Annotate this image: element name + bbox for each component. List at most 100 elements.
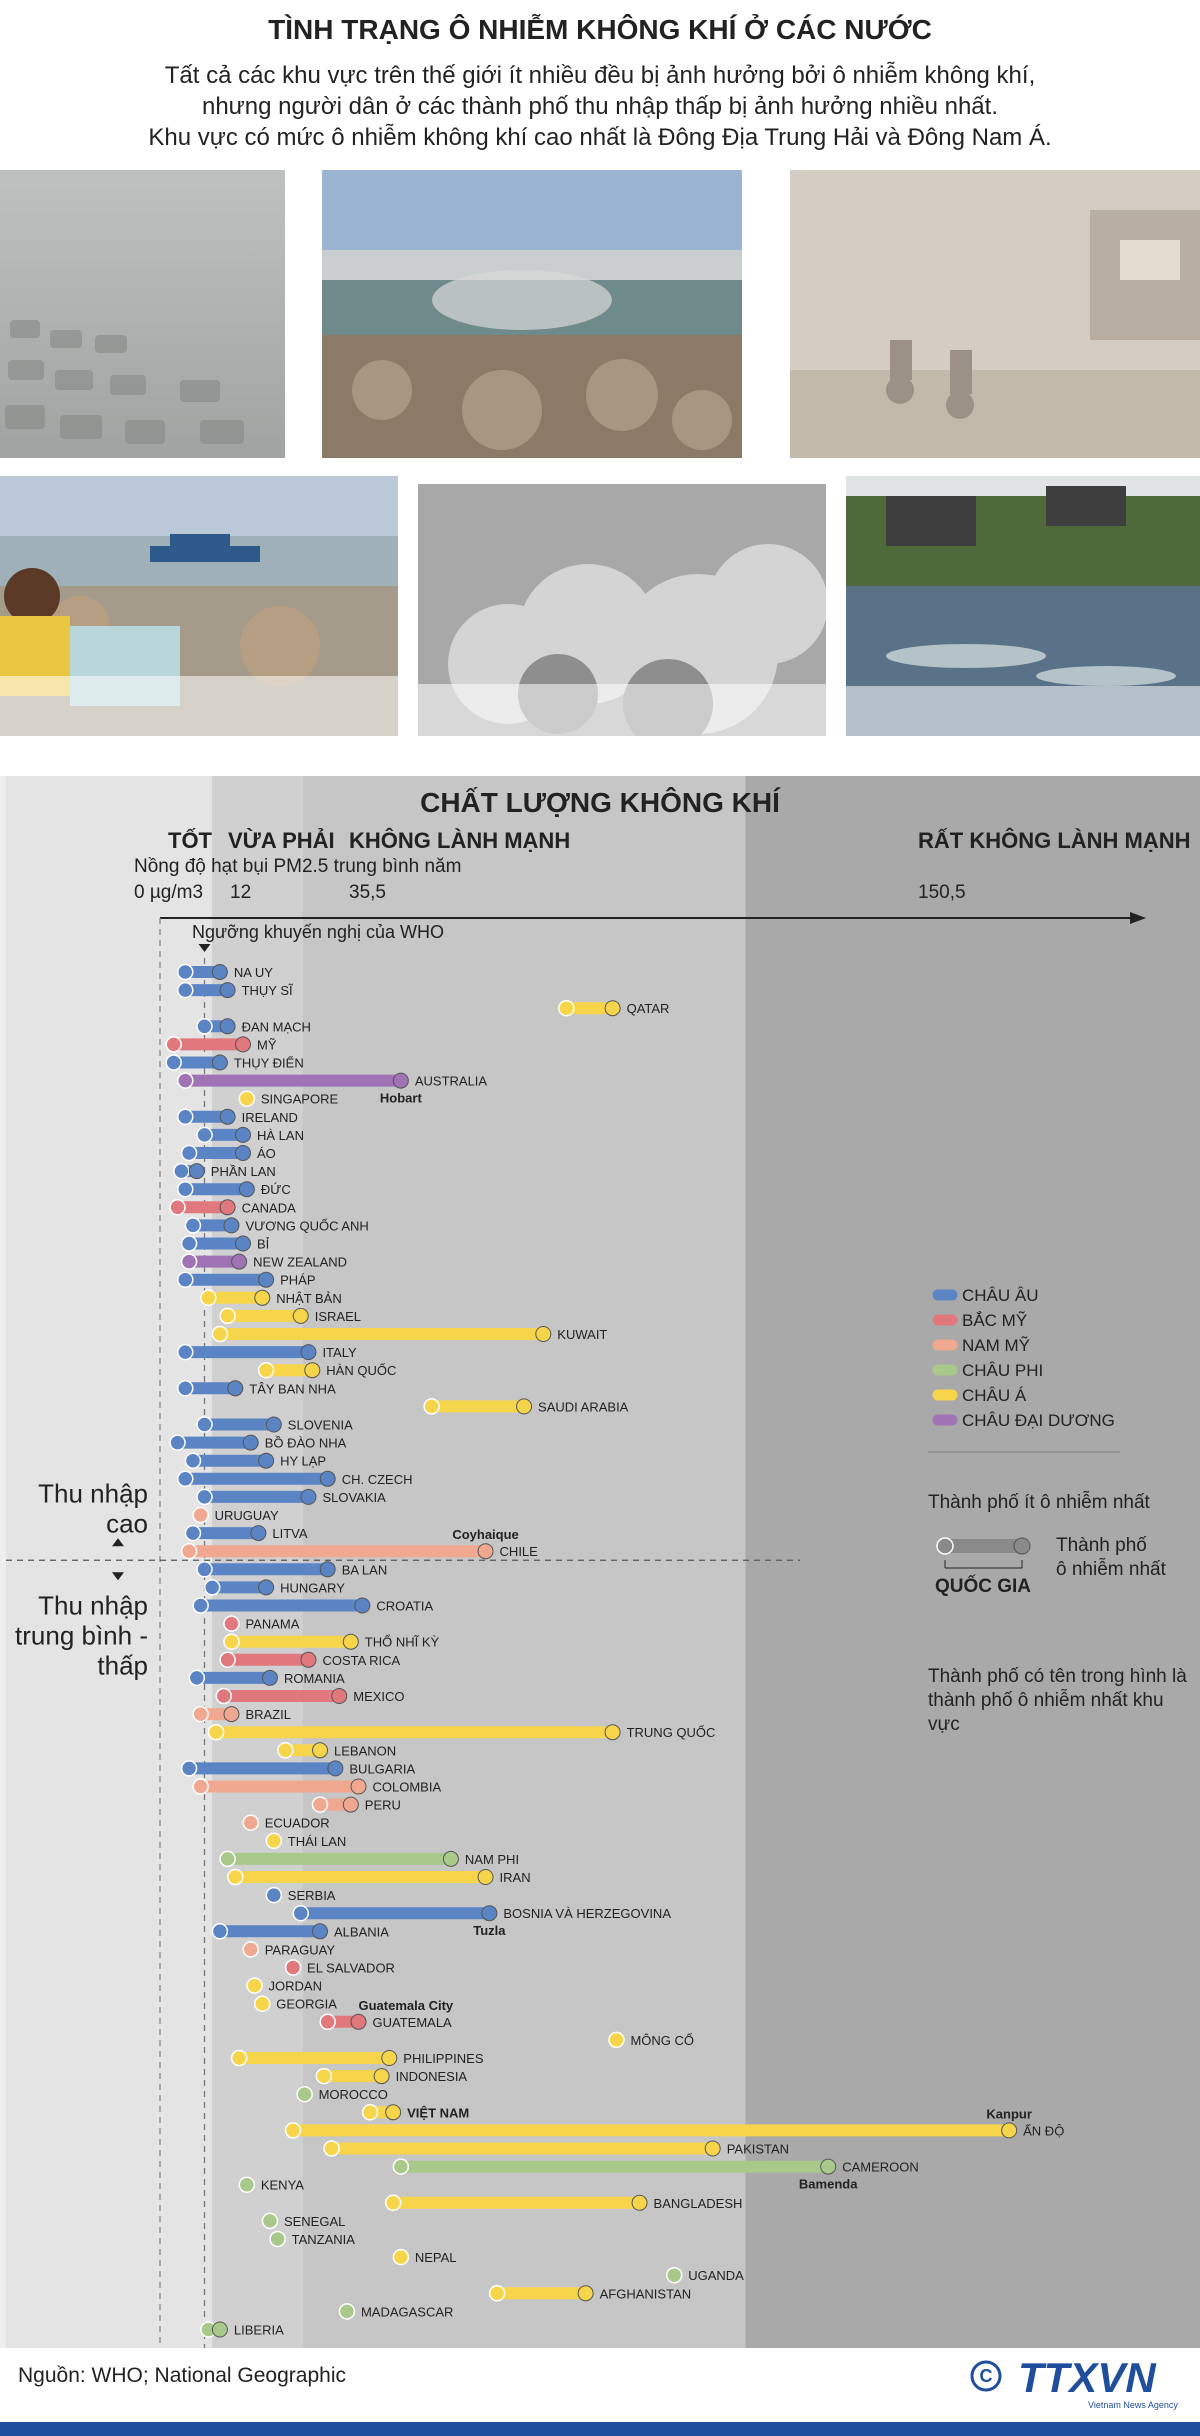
subtitle-line: nhưng người dân ở các thành phố thu nhập…	[201, 93, 998, 120]
country-label: NEPAL	[415, 2250, 457, 2265]
subtitle-line: Tất cả các khu vực trên thế giới ít nhiề…	[164, 62, 1036, 89]
ttxvn-logo: C TTXVN Vietnam News Agency	[970, 2354, 1178, 2410]
country-label: PERU	[365, 1798, 401, 1813]
min-city-dot	[323, 2140, 340, 2157]
country-label: LEBANON	[334, 1743, 396, 1758]
max-city-dot	[211, 964, 228, 980]
country-label: MOROCCO	[319, 2087, 388, 2102]
x-axis-arrow-icon	[1130, 912, 1146, 924]
band-label: VỪA PHẢI	[228, 828, 335, 853]
min-city-dot	[177, 1072, 194, 1089]
country-label: PARAGUAY	[265, 1942, 336, 1957]
max-city-dot	[535, 1326, 552, 1342]
chart-left-margin	[0, 776, 6, 2348]
max-city-dot	[227, 1380, 244, 1397]
country-label: NHẬT BẢN	[276, 1291, 342, 1306]
band-start-value: 0 µg/m3	[134, 882, 203, 903]
min-city-dot	[196, 1018, 213, 1035]
legend-label: CHÂU ÂU	[962, 1286, 1039, 1305]
min-city-dot	[261, 2212, 279, 2230]
min-city-dot	[196, 1561, 213, 1578]
country-label: BULGARIA	[349, 1761, 415, 1776]
min-city-dot	[315, 2067, 333, 2085]
country-label: COLOMBIA	[373, 1780, 442, 1795]
country-label: CANADA	[242, 1200, 297, 1215]
min-city-dot	[219, 1850, 236, 1868]
country-label: TANZANIA	[292, 2232, 356, 2247]
max-city-dot	[342, 1633, 359, 1650]
min-city-dot	[177, 963, 194, 981]
band-label: TỐT	[168, 827, 213, 853]
legend-label: CHÂU Á	[962, 1386, 1027, 1405]
income-low-label: thấp	[97, 1650, 148, 1680]
country-label: HÀN QUỐC	[326, 1363, 396, 1378]
max-city-dot	[250, 1525, 267, 1542]
max-city-dot	[312, 1923, 328, 1940]
min-city-dot	[423, 1398, 440, 1415]
min-city-dot	[665, 2266, 683, 2284]
country-label: ĐỨC	[261, 1182, 291, 1197]
up-arrow-icon	[112, 1538, 124, 1547]
band-label: KHÔNG LÀNH MẠNH	[349, 828, 570, 853]
country-label: PHÁP	[280, 1273, 315, 1288]
max-city-dot	[304, 1362, 321, 1379]
min-city-dot	[211, 1923, 229, 1940]
page-title: TÌNH TRẠNG Ô NHIỄM KHÔNG KHÍ Ở CÁC NƯỚC	[268, 14, 932, 45]
max-city-dot	[258, 1579, 275, 1596]
key-note: thành phố ô nhiễm nhất khu	[928, 1689, 1164, 1711]
max-city-dot	[373, 2068, 390, 2085]
motorbike-dust-photo	[790, 170, 1200, 458]
max-city-dot	[604, 1724, 621, 1741]
min-city-dot	[192, 1705, 209, 1723]
country-label: GUATEMALA	[373, 2015, 453, 2030]
min-city-dot	[246, 1977, 263, 1994]
max-city-dot	[188, 1163, 205, 1180]
band-good	[0, 776, 213, 2348]
min-city-dot	[292, 1904, 309, 1922]
min-city-dot	[207, 1723, 225, 1741]
min-city-dot	[223, 1615, 240, 1632]
country-label: MADAGASCAR	[361, 2304, 453, 2319]
country-label: NAM PHI	[465, 1852, 519, 1867]
country-label: KUWAIT	[557, 1327, 607, 1342]
max-city-dot	[327, 1760, 344, 1777]
legend-label: CHÂU PHI	[962, 1361, 1043, 1380]
max-city-dot	[254, 1289, 271, 1306]
max-city-dot	[1001, 2122, 1018, 2139]
band-start-value: 150,5	[918, 882, 966, 903]
country-label: UGANDA	[688, 2268, 744, 2283]
country-label: ITALY	[322, 1345, 357, 1360]
legend-label: NAM MỸ	[962, 1336, 1030, 1355]
min-city-dot	[284, 2122, 302, 2139]
min-city-dot	[184, 1217, 202, 1234]
max-city-dot	[392, 1072, 409, 1089]
min-city-dot	[184, 1524, 202, 1542]
most-polluted-city-label: Bamenda	[799, 2177, 858, 2192]
min-city-dot	[196, 1126, 213, 1144]
child-garbage-photo	[0, 476, 398, 736]
country-label: SINGAPORE	[261, 1092, 339, 1107]
country-label: TÂY BAN NHA	[249, 1381, 336, 1396]
min-city-dot	[242, 1941, 259, 1958]
max-city-dot	[258, 1452, 275, 1469]
max-city-dot	[235, 1145, 251, 1161]
max-city-dot	[219, 982, 236, 999]
max-city-dot	[631, 2194, 648, 2211]
income-high-label: Thu nhập	[38, 1478, 148, 1508]
max-city-dot	[350, 1778, 367, 1795]
min-city-dot	[177, 1380, 194, 1397]
max-city-dot	[261, 1669, 278, 1686]
max-city-dot	[211, 2321, 228, 2338]
country-label: HÀ LAN	[257, 1128, 304, 1143]
country-label: BOSNIA VÀ HERZEGOVINA	[503, 1906, 671, 1921]
max-city-dot	[235, 1235, 251, 1252]
country-label: ẤN ĐỘ	[1023, 2123, 1064, 2138]
subtitle-line: Khu vực có mức ô nhiễm không khí cao nhấ…	[148, 124, 1052, 151]
garbage-lake-photo	[322, 170, 742, 458]
max-city-dot	[342, 1796, 359, 1813]
country-label: BANGLADESH	[654, 2196, 743, 2211]
country-label: LIBERIA	[234, 2323, 284, 2338]
air-quality-chart: CHẤT LƯỢNG KHÔNG KHÍ TỐT 0 µg/m3 VỪA PHẢI 12…	[0, 776, 1200, 2348]
country-label: ĐAN MẠCH	[242, 1019, 311, 1034]
country-label: EL SALVADOR	[307, 1961, 395, 1976]
